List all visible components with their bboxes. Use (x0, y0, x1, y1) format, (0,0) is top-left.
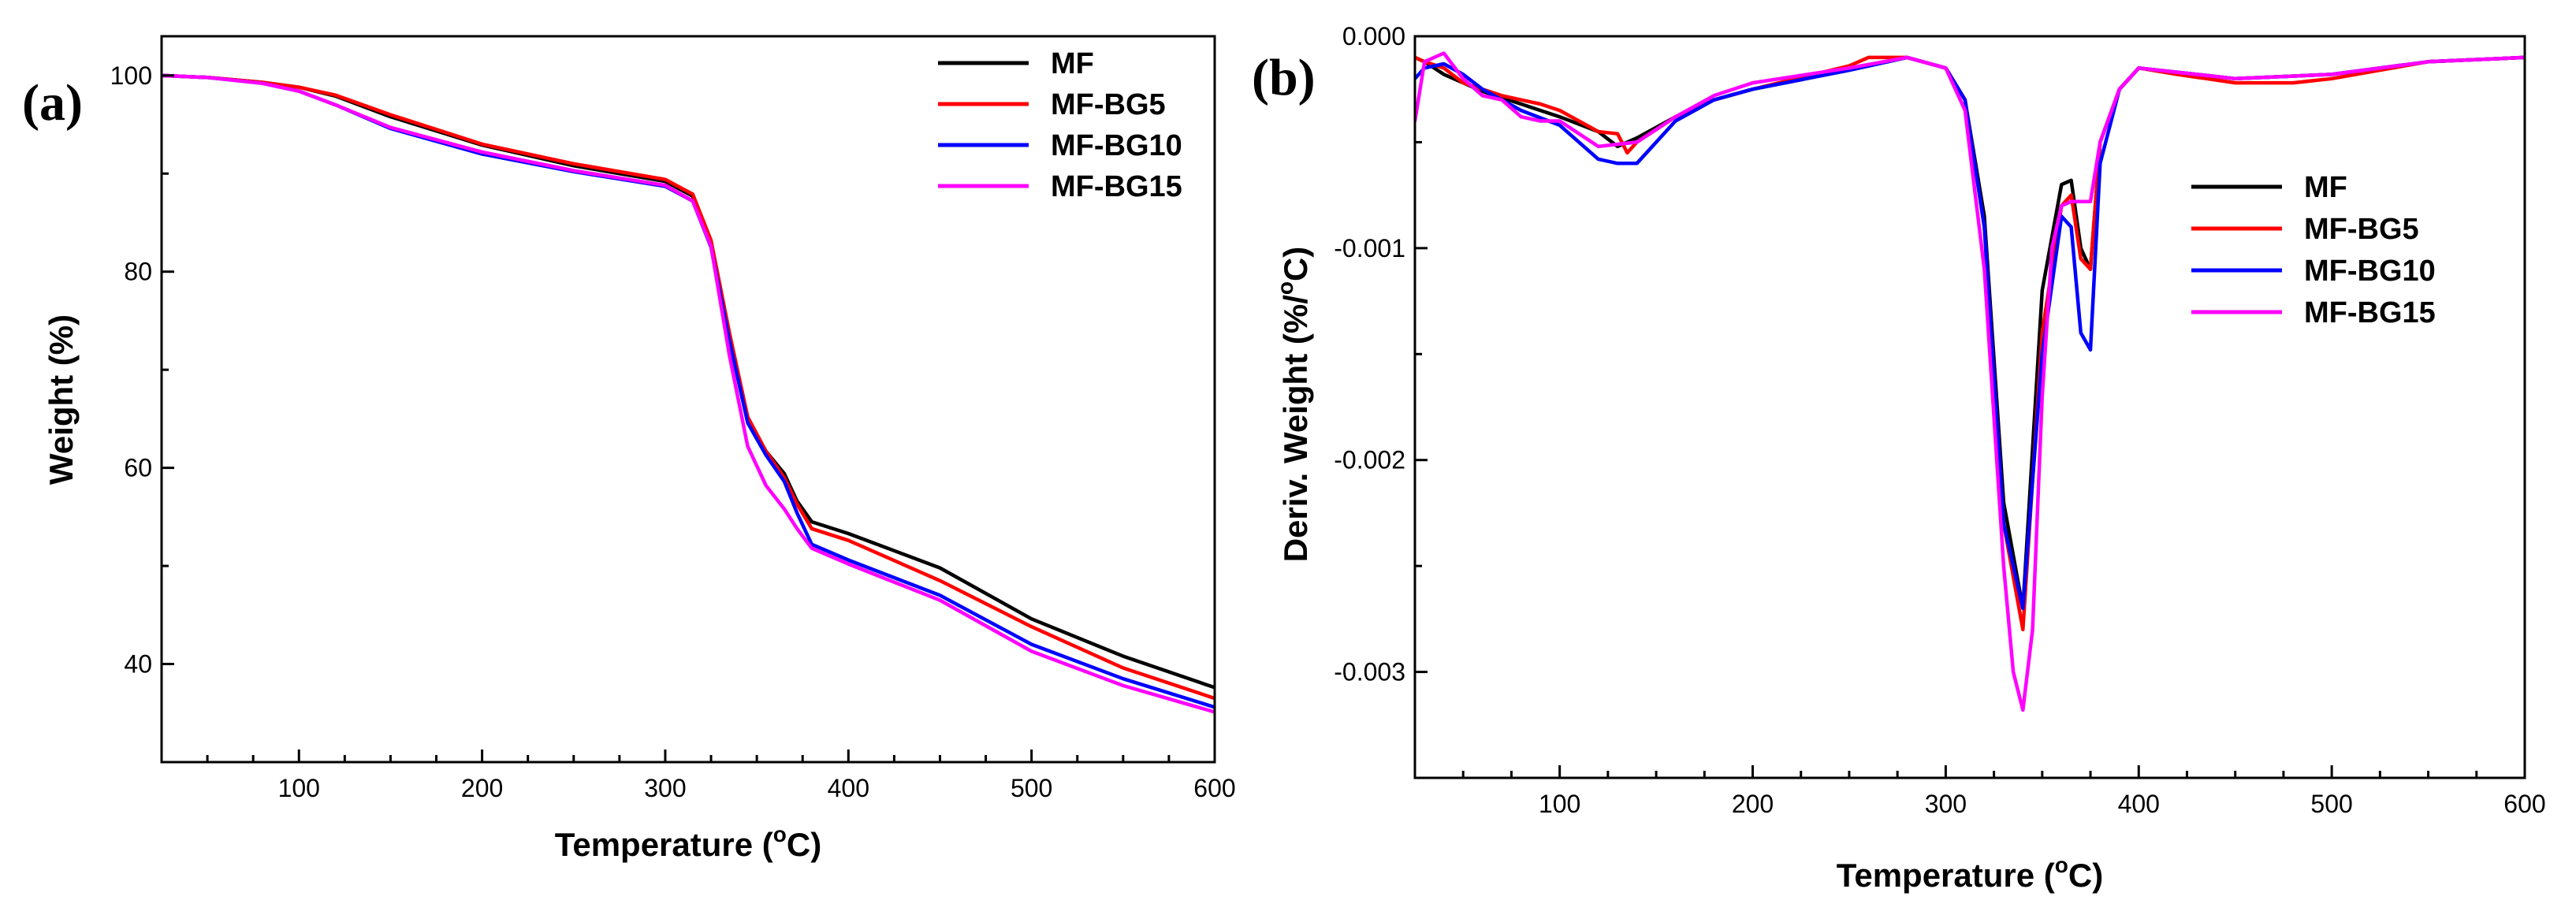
y-tick-label: -0.001 (1334, 234, 1405, 262)
legend: MF MF-BG5 MF-BG10 MF-BG15 (2191, 171, 2436, 329)
x-tick-label: 300 (1925, 790, 1967, 818)
legend-label-mf-bg10: MF-BG10 (2304, 255, 2436, 288)
panel-label: (b) (1252, 49, 1316, 106)
y-tick-label: 80 (124, 258, 152, 286)
legend-label-mf-bg10: MF-BG10 (1051, 129, 1182, 162)
legend-label-mf-bg15: MF-BG15 (1051, 170, 1182, 203)
panel-label: (a) (22, 74, 83, 132)
legend-label-mf-bg15: MF-BG15 (2304, 296, 2436, 329)
x-tick-label: 200 (461, 774, 503, 802)
x-tick-label: 100 (278, 774, 320, 802)
plot-frame (1413, 35, 2526, 779)
legend-label-mf: MF (1051, 47, 1094, 80)
x-axis-title: Temperature (oC) (1837, 853, 2103, 894)
x-tick-label: 100 (1539, 790, 1580, 818)
x-tick-label: 400 (828, 774, 869, 802)
series-line-mf-bg5 (162, 73, 1215, 701)
y-tick-label: 100 (110, 61, 152, 90)
panel-a-weight-chart: 100 200 300 400 500 600 40 60 80 100 (a) Temperatur… (22, 35, 1236, 863)
y-tick-label: -0.003 (1334, 658, 1405, 686)
legend: MF MF-BG5 MF-BG10 MF-BG15 (938, 47, 1182, 203)
y-tick-label: 0.000 (1342, 22, 1405, 50)
x-tick-label: 600 (2503, 790, 2545, 818)
plot-frame (160, 35, 1216, 764)
panel-b-derivative-chart: 100 200 300 400 500 600 0.000 -0.001 -0.002 -0.00… (1252, 22, 2546, 894)
series-line-mf-bg15 (1415, 51, 2525, 712)
series-line-mf (162, 73, 1215, 690)
legend-label-mf-bg5: MF-BG5 (1051, 88, 1166, 121)
legend-label-mf: MF (2304, 171, 2347, 204)
x-tick-label: 500 (2310, 790, 2352, 818)
y-axis-title: Deriv. Weight (%/oC) (1273, 247, 1314, 563)
x-tick-label: 200 (1732, 790, 1774, 818)
x-tick-label: 300 (644, 774, 686, 802)
series-line-mf-bg15 (162, 73, 1215, 714)
x-axis-title: Temperature (oC) (555, 822, 821, 863)
y-tick-label: -0.002 (1334, 446, 1405, 474)
legend-label-mf-bg5: MF-BG5 (2304, 213, 2419, 246)
x-tick-label: 400 (2118, 790, 2160, 818)
x-tick-label: 500 (1011, 774, 1052, 802)
y-tick-label: 40 (124, 650, 152, 679)
y-axis-title: Weight (%) (43, 314, 80, 485)
y-tick-label: 60 (124, 454, 152, 482)
x-tick-label: 600 (1193, 774, 1235, 802)
